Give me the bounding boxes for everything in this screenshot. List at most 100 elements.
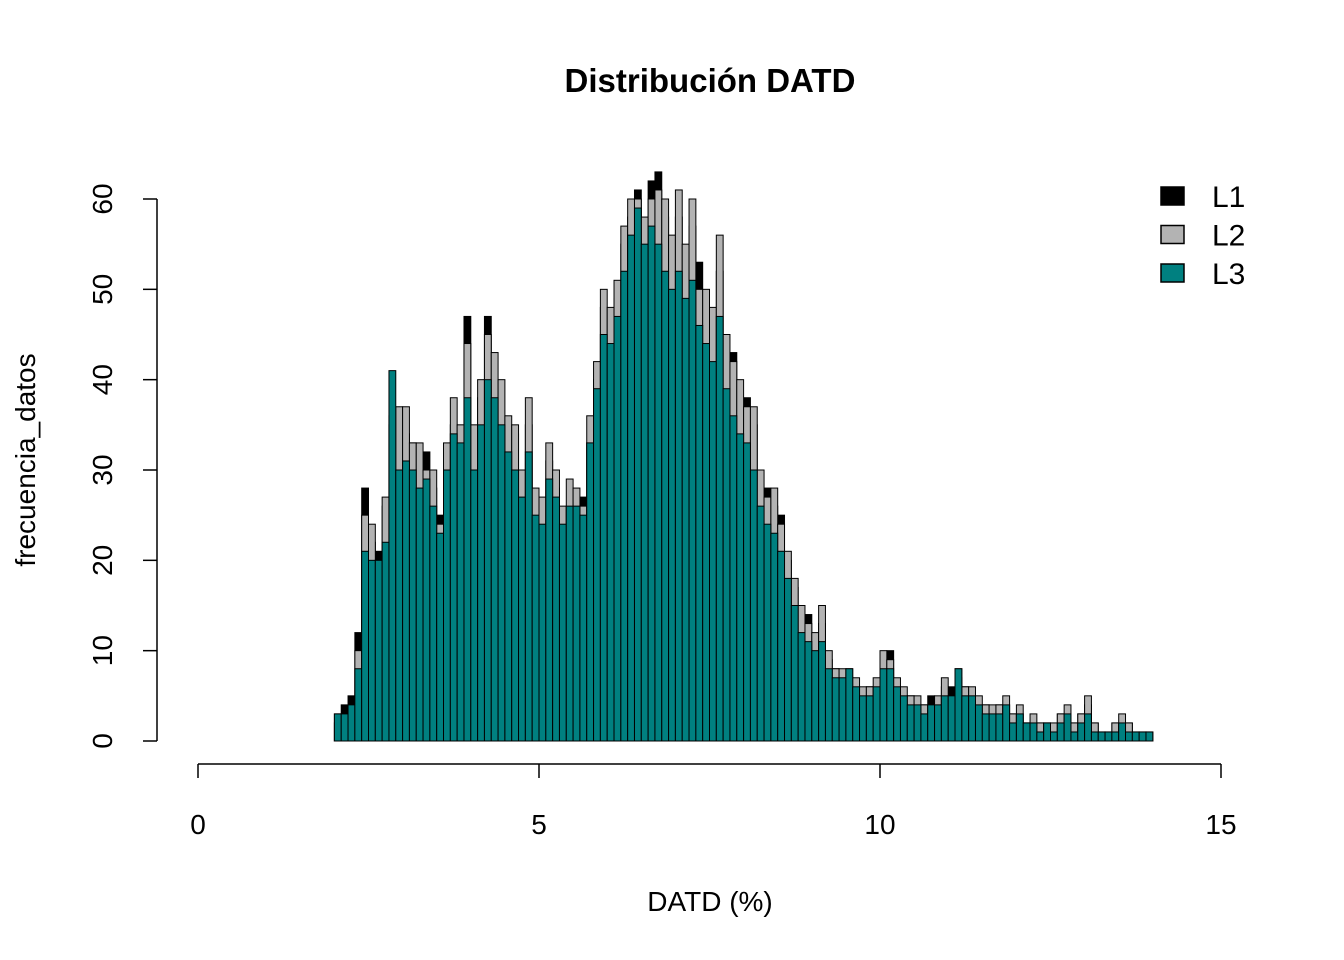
bar-l3	[688, 279, 697, 742]
bar-l3	[470, 469, 479, 742]
bar-l3	[790, 605, 799, 742]
bar-l3	[702, 343, 710, 742]
bar-l3	[456, 442, 465, 742]
bar-l3	[633, 207, 642, 742]
x-axis-label: DATD (%)	[647, 886, 772, 917]
bar-l3	[524, 451, 533, 742]
bar-l3	[1002, 704, 1011, 742]
bar-l3	[436, 532, 445, 742]
bar-l3	[722, 388, 731, 742]
bar-l3	[974, 704, 983, 742]
bar-l3	[1131, 731, 1140, 742]
bar-l3	[893, 686, 901, 742]
y-tick-label: 30	[87, 454, 118, 485]
bar-l3	[654, 243, 663, 742]
bar-l3	[1022, 722, 1031, 742]
bar-l3	[763, 523, 772, 742]
bar-l3	[1145, 731, 1154, 742]
bar-l3	[599, 334, 608, 742]
bar-l3	[906, 704, 915, 742]
bar-l3	[565, 505, 574, 742]
bar-l3	[995, 713, 1004, 742]
y-tick-label: 60	[87, 183, 118, 214]
legend: L1 L2 L3	[1160, 181, 1245, 291]
legend-swatch-l2	[1160, 224, 1185, 245]
bar-l3	[749, 469, 758, 742]
y-tick-label: 50	[87, 274, 118, 305]
bar-l3	[354, 668, 363, 742]
bar-l3	[681, 297, 690, 742]
bar-l3	[449, 433, 458, 742]
bar-l3	[347, 704, 356, 742]
bar-l3	[736, 433, 745, 742]
bar-l3	[886, 668, 895, 742]
bar-l3	[402, 460, 410, 742]
bar-l3	[381, 541, 390, 742]
x-tick-label: 0	[190, 809, 206, 840]
bar-l3	[777, 550, 786, 742]
bars	[333, 171, 1154, 742]
bar-l3	[668, 288, 676, 742]
bar-l3	[831, 677, 840, 742]
bar-l3	[340, 713, 349, 742]
bar-l3	[558, 523, 567, 742]
bar-l3	[408, 469, 417, 742]
bar-l3	[368, 559, 376, 742]
bar-l3	[518, 496, 526, 742]
bar-l3	[981, 713, 990, 742]
bar-l3	[395, 469, 404, 742]
bar-l3	[818, 641, 826, 742]
bar-l3	[422, 478, 431, 742]
bar-l3	[824, 668, 833, 742]
bar-l3	[545, 478, 554, 742]
bar-l3	[361, 550, 369, 742]
legend-label: L2	[1212, 220, 1245, 253]
bar-l3	[1043, 722, 1052, 742]
bar-l3	[620, 270, 629, 742]
bar-l3	[940, 695, 949, 742]
y-axis-label: frecuencia_datos	[10, 353, 41, 566]
bar-l3	[1118, 722, 1127, 742]
bar-l3	[511, 469, 520, 742]
x-tick-label: 15	[1205, 809, 1236, 840]
bar-l3	[913, 704, 922, 742]
bar-l3	[1056, 722, 1065, 742]
bar-l3	[934, 704, 942, 742]
bar-l3	[1111, 731, 1120, 742]
chart-title: Distribución DATD	[565, 62, 856, 99]
bar-l3	[1050, 731, 1058, 742]
bar-l3	[463, 397, 472, 742]
bar-l3	[388, 370, 397, 742]
bar-l3	[477, 424, 485, 742]
bar-l3	[695, 324, 704, 742]
y-tick-label: 10	[87, 635, 118, 666]
y-tick-label: 0	[87, 733, 118, 749]
bar-l3	[593, 388, 601, 742]
bar-l3	[1104, 731, 1113, 742]
bar-l3	[497, 424, 506, 742]
legend-label: L1	[1212, 181, 1245, 214]
bar-l3	[899, 695, 908, 742]
x-axis: 0 5 10 15	[190, 763, 1237, 840]
y-tick-label: 40	[87, 364, 118, 395]
bar-l3	[333, 713, 342, 742]
bar-l3	[1036, 731, 1045, 742]
bar-l3	[1029, 722, 1038, 742]
bar-l3	[715, 315, 724, 742]
bar-l3	[927, 704, 936, 742]
bar-l3	[961, 695, 970, 742]
bar-l3	[1009, 722, 1017, 742]
bar-l3	[661, 270, 670, 742]
bar-l3	[1125, 731, 1133, 742]
bar-l3	[640, 243, 649, 742]
y-tick-label: 20	[87, 545, 118, 576]
x-tick-label: 5	[531, 809, 547, 840]
bar-l3	[538, 523, 547, 742]
bar-l3	[865, 695, 874, 742]
bar-l3	[1084, 713, 1092, 742]
bar-l3	[586, 442, 595, 742]
bar-l3	[784, 577, 792, 742]
bar-l3	[483, 379, 492, 742]
x-tick-label: 10	[864, 809, 895, 840]
bar-l3	[579, 514, 588, 742]
